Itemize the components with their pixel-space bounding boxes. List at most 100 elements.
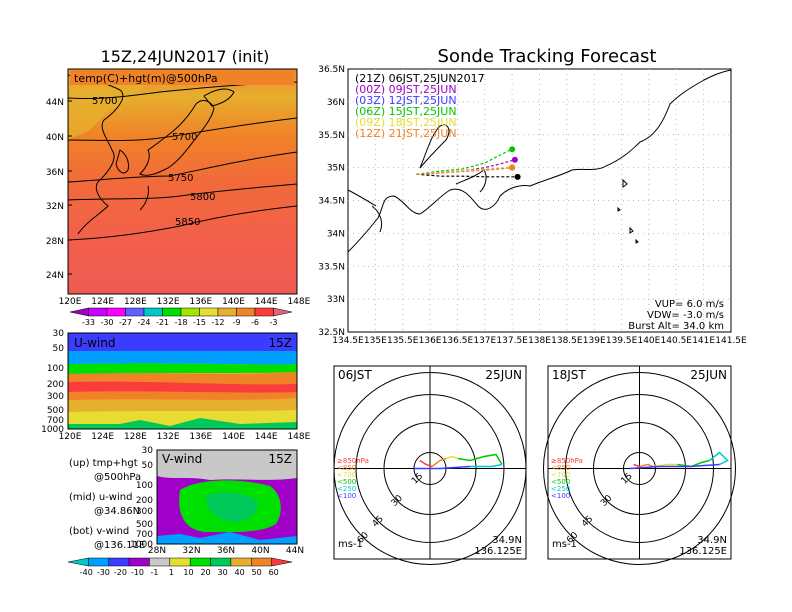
- y-tick-label: 34N: [327, 229, 345, 239]
- colorbar-swatch: [273, 307, 293, 317]
- colorbar-swatch: [199, 307, 219, 317]
- colorbar-label: -6: [251, 318, 259, 327]
- side-legend: (up) tmp+hgt @500hPa (mid) u-wind @34.86N (b…: [69, 458, 145, 551]
- x-tick-label: 120E: [59, 432, 82, 442]
- hodo-trace: [639, 463, 654, 468]
- legend-entry: (09Z) 18JST,25JUN: [355, 116, 457, 129]
- track-line: [416, 173, 518, 178]
- y-tick-label: 33.5N: [318, 262, 345, 272]
- contour-label-5700b: 5700: [172, 132, 197, 143]
- hodo-lon: 136.125E: [679, 546, 727, 557]
- hodo-level-label: <250: [551, 485, 570, 493]
- colorbar-label: -10: [131, 568, 144, 577]
- colorbar-swatch: [106, 307, 126, 317]
- temp-map-contour-5750: [67, 151, 298, 183]
- x-tick-label: 124E: [91, 297, 114, 307]
- x-tick-label: 132E: [157, 297, 180, 307]
- hodo-level-label: ≥850hPa: [551, 457, 583, 465]
- y-tick-label: 40N: [46, 133, 64, 143]
- side-legend-line: @136.11E: [94, 540, 145, 551]
- side-legend-line: (mid) u-wind: [69, 492, 132, 503]
- x-tick-label: 140E: [637, 336, 660, 346]
- legend-entry: (21Z) 06JST,25JUN2017: [355, 72, 485, 85]
- colorbar-label: -24: [137, 318, 150, 327]
- v-wind-label: V-wind: [162, 452, 202, 466]
- contour-label-5850: 5850: [175, 217, 200, 228]
- colorbar-swatch: [108, 557, 130, 567]
- track-map-coast-main: [347, 69, 732, 253]
- colorbar-label: -3: [270, 318, 278, 327]
- colorbar-swatch: [162, 307, 182, 317]
- colorbar-label: -15: [193, 318, 206, 327]
- hodo-level-label: <500: [551, 478, 570, 486]
- x-tick-label: 132E: [157, 432, 180, 442]
- colorbar-swatch: [149, 557, 171, 567]
- colorbar-swatch: [210, 557, 232, 567]
- v-wind-x-ticks: 28N 32N 36N 40N 44N: [148, 546, 304, 556]
- hodo-lat: 34.9N: [492, 535, 522, 546]
- colorbar-label: 30: [217, 568, 227, 577]
- y-tick-label: 44N: [46, 98, 64, 108]
- colorbar-swatch: [180, 307, 200, 317]
- track-endpoint: [509, 164, 516, 171]
- hodo-level-label: <100: [551, 492, 570, 500]
- colorbar-swatch: [230, 557, 252, 567]
- u-wind-band-cyan: [68, 351, 297, 365]
- temp-map-coast: [67, 74, 235, 235]
- right-title: Sonde Tracking Forecast: [438, 46, 657, 67]
- temp-map-label-box: [70, 70, 294, 85]
- wind-colorbar: -40 -30 -20 -10 -1 1 10 20 30 40 50 60: [67, 557, 293, 577]
- track-map-frame: [347, 68, 732, 333]
- colorbar-swatch: [251, 557, 272, 567]
- x-tick-label: 136E: [189, 432, 212, 442]
- colorbar-swatch: [143, 307, 163, 317]
- x-tick-label: 32N: [182, 546, 200, 556]
- colorbar-swatch: [217, 307, 237, 317]
- hodo-time: 18JST: [552, 368, 586, 382]
- x-tick-label: 140E: [222, 432, 245, 442]
- y-tick-label: 700: [47, 416, 64, 426]
- u-wind-time: 15Z: [269, 336, 293, 350]
- x-tick-label: 148E: [287, 297, 310, 307]
- colorbar-swatch: [236, 307, 256, 317]
- y-tick-label: 33N: [327, 295, 345, 305]
- y-tick-label: 36N: [327, 98, 345, 108]
- y-tick-label: 300: [47, 392, 64, 402]
- colorbar-swatch: [128, 557, 150, 567]
- x-tick-label: 128E: [124, 297, 147, 307]
- x-tick-label: 136.5E: [442, 336, 474, 346]
- temp-map-frame: [67, 68, 298, 295]
- colorbar-swatch: [271, 557, 293, 567]
- x-tick-label: 148E: [287, 432, 310, 442]
- colorbar-label: -30: [100, 318, 113, 327]
- temp-map-contour-5850: [67, 205, 298, 241]
- y-tick-label: 30: [142, 446, 154, 456]
- u-wind-jet-core: [68, 381, 297, 393]
- x-tick-label: 141E: [692, 336, 715, 346]
- hodo-unit: ms-1: [552, 539, 577, 550]
- legend-entry: (00Z) 09JST,25JUN: [355, 83, 457, 96]
- colorbar-label: 50: [252, 568, 262, 577]
- contour-label-5750: 5750: [168, 173, 193, 184]
- y-tick-label: 200: [47, 380, 64, 390]
- hodo-trace: [419, 459, 433, 468]
- x-tick-label: 139.5E: [606, 336, 638, 346]
- x-tick-label: 135E: [364, 336, 387, 346]
- track-line: [416, 167, 513, 175]
- temp-map-y-ticks: 44N 40N 36N 32N 28N 24N: [46, 98, 72, 281]
- hodo-unit: ms-1: [338, 539, 363, 550]
- y-tick-label: 24N: [46, 271, 64, 281]
- colorbar-label: -33: [82, 318, 95, 327]
- y-tick-label: 300: [136, 507, 153, 517]
- colorbar-swatch: [88, 307, 108, 317]
- colorbar-label: -18: [174, 318, 187, 327]
- legend-entry: (06Z) 15JST,25JUN: [355, 105, 457, 118]
- x-tick-label: 136E: [419, 336, 442, 346]
- x-tick-label: 128E: [124, 432, 147, 442]
- x-tick-label: 137E: [473, 336, 496, 346]
- track-map-coast-west: [347, 189, 383, 233]
- x-tick-label: 136E: [189, 297, 212, 307]
